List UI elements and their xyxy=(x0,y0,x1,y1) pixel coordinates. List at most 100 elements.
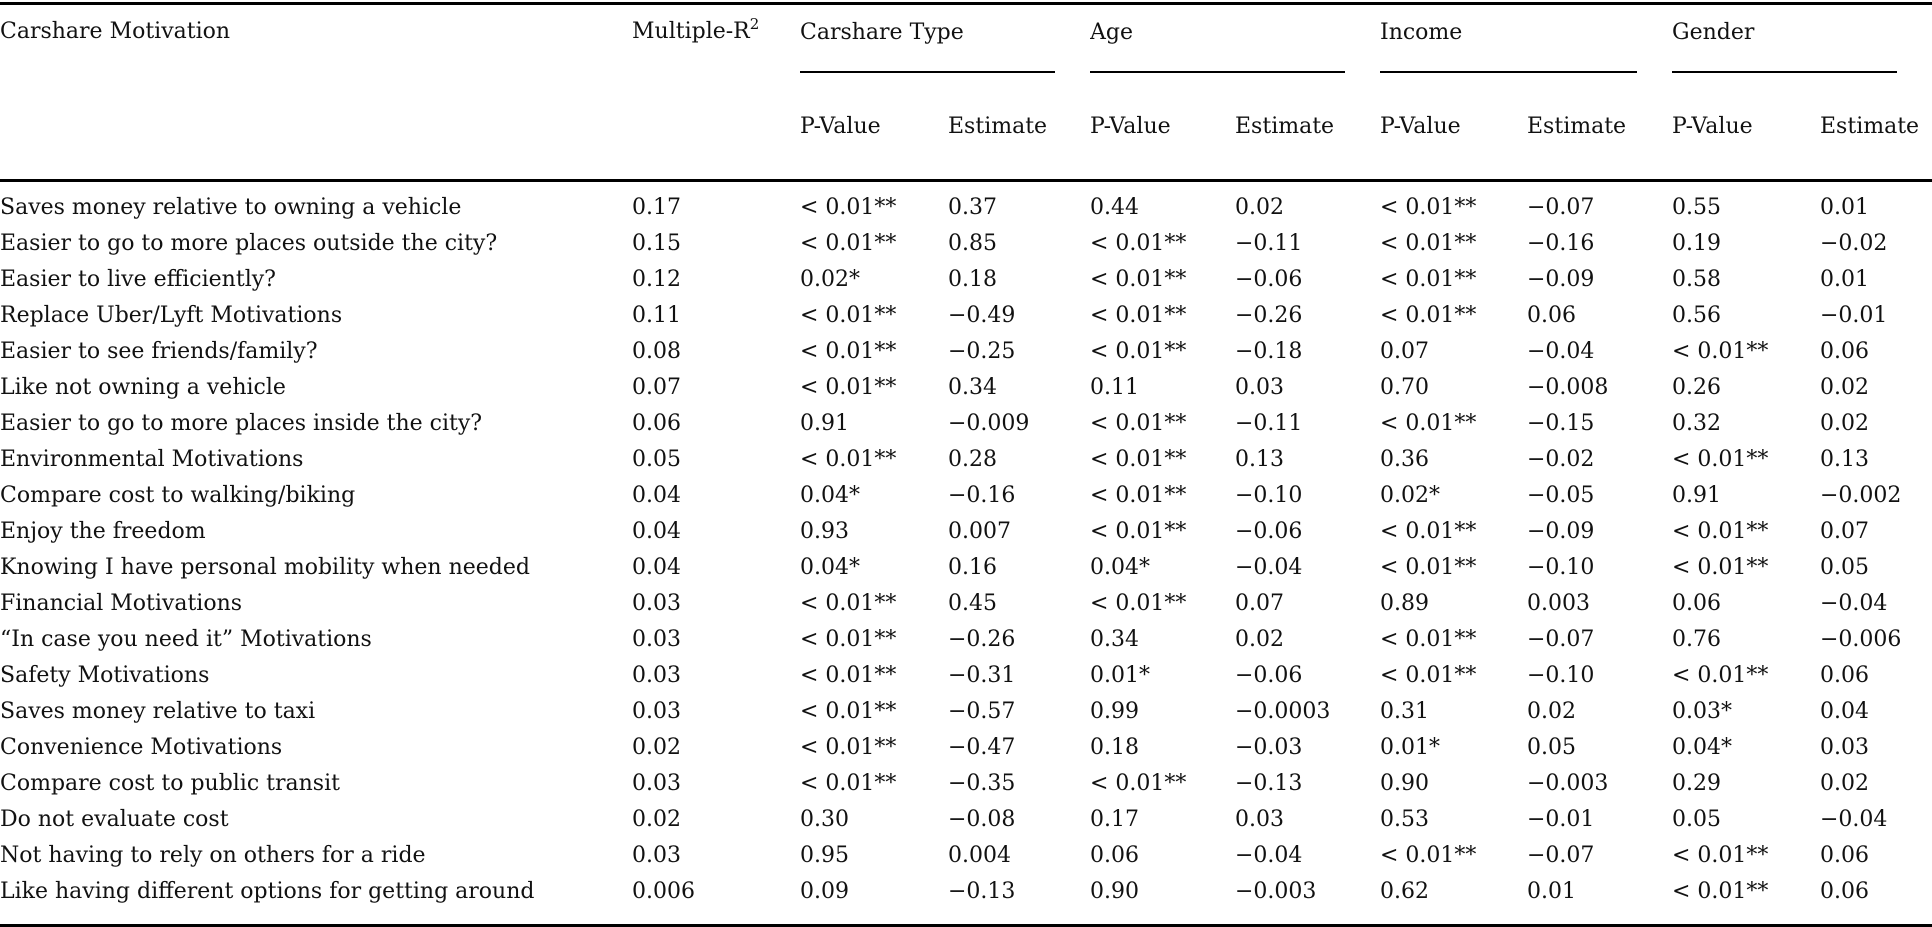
cell-multiple-r2: 0.03 xyxy=(632,591,681,616)
cell-multiple-r2: 0.02 xyxy=(632,807,681,832)
column-header-multiple-r2: Multiple-R2 xyxy=(632,3,800,182)
cell-multiple-r2: 0.12 xyxy=(632,267,681,292)
cell-gender-pvalue: 0.76 xyxy=(1672,627,1721,652)
table-row: Like not owning a vehicle 0.07 < 0.01** 0.3… xyxy=(0,370,1932,406)
cell-income-pvalue: < 0.01** xyxy=(1380,843,1477,868)
cell-carshare-type-pvalue: 0.04* xyxy=(800,555,860,580)
cell-age-estimate: −0.11 xyxy=(1235,231,1303,256)
cell-carshare-type-pvalue: 0.04* xyxy=(800,483,860,508)
cell-carshare-type-estimate: 0.18 xyxy=(948,267,997,292)
cell-gender-estimate: −0.01 xyxy=(1820,303,1888,328)
cell-motivation: Like not owning a vehicle xyxy=(0,375,286,400)
cell-income-pvalue: 0.31 xyxy=(1380,699,1429,724)
cell-gender-estimate: −0.04 xyxy=(1820,807,1888,832)
group-header-carshare-type: Carshare Type xyxy=(800,4,1090,90)
cell-gender-pvalue: 0.05 xyxy=(1672,807,1721,832)
cell-gender-estimate: 0.07 xyxy=(1820,519,1869,544)
subheader-gender-estimate: Estimate xyxy=(1820,89,1932,182)
table-body: Saves money relative to owning a vehicle… xyxy=(0,181,1932,926)
group-label-age: Age xyxy=(1090,20,1133,45)
cell-carshare-type-pvalue: < 0.01** xyxy=(800,447,897,472)
cell-multiple-r2: 0.06 xyxy=(632,411,681,436)
table-row: Saves money relative to owning a vehicle… xyxy=(0,181,1932,227)
cell-age-pvalue: 0.01* xyxy=(1090,663,1150,688)
cell-age-pvalue: < 0.01** xyxy=(1090,519,1187,544)
cell-gender-estimate: −0.006 xyxy=(1820,627,1902,652)
cell-age-pvalue: 0.04* xyxy=(1090,555,1150,580)
cell-gender-pvalue: < 0.01** xyxy=(1672,555,1769,580)
cell-gender-pvalue: 0.03* xyxy=(1672,699,1732,724)
cell-gender-pvalue: 0.91 xyxy=(1672,483,1721,508)
cell-income-estimate: −0.07 xyxy=(1527,195,1595,220)
cell-multiple-r2: 0.17 xyxy=(632,195,681,220)
cell-income-pvalue: < 0.01** xyxy=(1380,627,1477,652)
cell-gender-pvalue: < 0.01** xyxy=(1672,663,1769,688)
cell-gender-pvalue: 0.19 xyxy=(1672,231,1721,256)
cell-gender-estimate: 0.03 xyxy=(1820,735,1869,760)
cell-age-pvalue: 0.17 xyxy=(1090,807,1139,832)
cell-carshare-type-estimate: 0.28 xyxy=(948,447,997,472)
multiple-r2-base: Multiple-R xyxy=(632,19,750,44)
cell-carshare-type-pvalue: < 0.01** xyxy=(800,735,897,760)
cell-gender-pvalue: 0.06 xyxy=(1672,591,1721,616)
cell-income-pvalue: 0.36 xyxy=(1380,447,1429,472)
table-row: Replace Uber/Lyft Motivations 0.11 < 0.01*… xyxy=(0,298,1932,334)
cell-carshare-type-estimate: 0.007 xyxy=(948,519,1011,544)
cell-motivation: Do not evaluate cost xyxy=(0,807,229,832)
cell-gender-pvalue: < 0.01** xyxy=(1672,879,1769,904)
cell-multiple-r2: 0.04 xyxy=(632,483,681,508)
group-header-underline: Age xyxy=(1090,19,1345,73)
subheader-age-estimate: Estimate xyxy=(1235,89,1380,182)
cell-income-estimate: −0.05 xyxy=(1527,483,1595,508)
table-row: Saves money relative to taxi 0.03 < 0.01**… xyxy=(0,694,1932,730)
cell-age-pvalue: 0.11 xyxy=(1090,375,1139,400)
cell-motivation: Easier to live efficiently? xyxy=(0,267,276,292)
group-label-carshare-type: Carshare Type xyxy=(800,20,964,45)
cell-multiple-r2: 0.03 xyxy=(632,771,681,796)
cell-income-estimate: 0.003 xyxy=(1527,591,1590,616)
cell-income-pvalue: 0.62 xyxy=(1380,879,1429,904)
cell-age-pvalue: < 0.01** xyxy=(1090,483,1187,508)
cell-income-pvalue: < 0.01** xyxy=(1380,411,1477,436)
cell-gender-estimate: 0.06 xyxy=(1820,663,1869,688)
table-row: Safety Motivations 0.03 < 0.01** −0.31 0.01*… xyxy=(0,658,1932,694)
cell-motivation: Knowing I have personal mobility when ne… xyxy=(0,555,530,580)
cell-gender-pvalue: 0.58 xyxy=(1672,267,1721,292)
cell-gender-pvalue: < 0.01** xyxy=(1672,519,1769,544)
cell-gender-estimate: 0.02 xyxy=(1820,411,1869,436)
cell-gender-pvalue: < 0.01** xyxy=(1672,447,1769,472)
cell-age-pvalue: 0.44 xyxy=(1090,195,1139,220)
cell-gender-estimate: 0.06 xyxy=(1820,339,1869,364)
cell-carshare-type-pvalue: 0.09 xyxy=(800,879,849,904)
cell-carshare-type-pvalue: < 0.01** xyxy=(800,195,897,220)
cell-age-estimate: −0.04 xyxy=(1235,843,1303,868)
cell-motivation: Compare cost to public transit xyxy=(0,771,340,796)
cell-carshare-type-pvalue: < 0.01** xyxy=(800,663,897,688)
table-row: Knowing I have personal mobility when ne… xyxy=(0,550,1932,586)
cell-gender-pvalue: 0.55 xyxy=(1672,195,1721,220)
cell-age-pvalue: 0.99 xyxy=(1090,699,1139,724)
cell-carshare-type-estimate: −0.25 xyxy=(948,339,1016,364)
subheader-row: P-Value Estimate P-Value Estimate P-Valu… xyxy=(0,89,1932,182)
cell-gender-estimate: −0.002 xyxy=(1820,483,1902,508)
cell-carshare-type-pvalue: < 0.01** xyxy=(800,303,897,328)
cell-income-estimate: −0.15 xyxy=(1527,411,1595,436)
cell-income-pvalue: 0.90 xyxy=(1380,771,1429,796)
table-row: Easier to live efficiently? 0.12 0.02* 0.18… xyxy=(0,262,1932,298)
cell-carshare-type-pvalue: 0.30 xyxy=(800,807,849,832)
cell-age-estimate: −0.18 xyxy=(1235,339,1303,364)
cell-income-estimate: −0.09 xyxy=(1527,267,1595,292)
cell-multiple-r2: 0.11 xyxy=(632,303,681,328)
table-row: Easier to go to more places inside the c… xyxy=(0,406,1932,442)
cell-age-pvalue: 0.06 xyxy=(1090,843,1139,868)
cell-motivation: Like having different options for gettin… xyxy=(0,879,535,904)
cell-income-estimate: −0.008 xyxy=(1527,375,1609,400)
cell-gender-pvalue: 0.32 xyxy=(1672,411,1721,436)
cell-age-estimate: −0.04 xyxy=(1235,555,1303,580)
cell-age-pvalue: 0.34 xyxy=(1090,627,1139,652)
cell-gender-pvalue: 0.29 xyxy=(1672,771,1721,796)
cell-age-estimate: −0.06 xyxy=(1235,519,1303,544)
cell-carshare-type-pvalue: < 0.01** xyxy=(800,339,897,364)
cell-gender-estimate: 0.04 xyxy=(1820,699,1869,724)
